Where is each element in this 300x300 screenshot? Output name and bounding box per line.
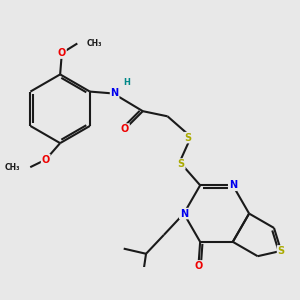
Text: O: O — [121, 124, 129, 134]
Text: O: O — [194, 261, 202, 271]
Text: CH₃: CH₃ — [5, 163, 21, 172]
Text: CH₃: CH₃ — [87, 39, 102, 48]
Text: N: N — [229, 180, 237, 190]
Text: S: S — [184, 133, 192, 142]
Text: N: N — [111, 88, 119, 98]
Text: O: O — [58, 48, 66, 58]
Text: S: S — [178, 159, 185, 169]
Text: O: O — [42, 154, 50, 165]
Text: N: N — [180, 208, 188, 219]
Text: H: H — [123, 79, 130, 88]
Text: S: S — [278, 246, 285, 256]
